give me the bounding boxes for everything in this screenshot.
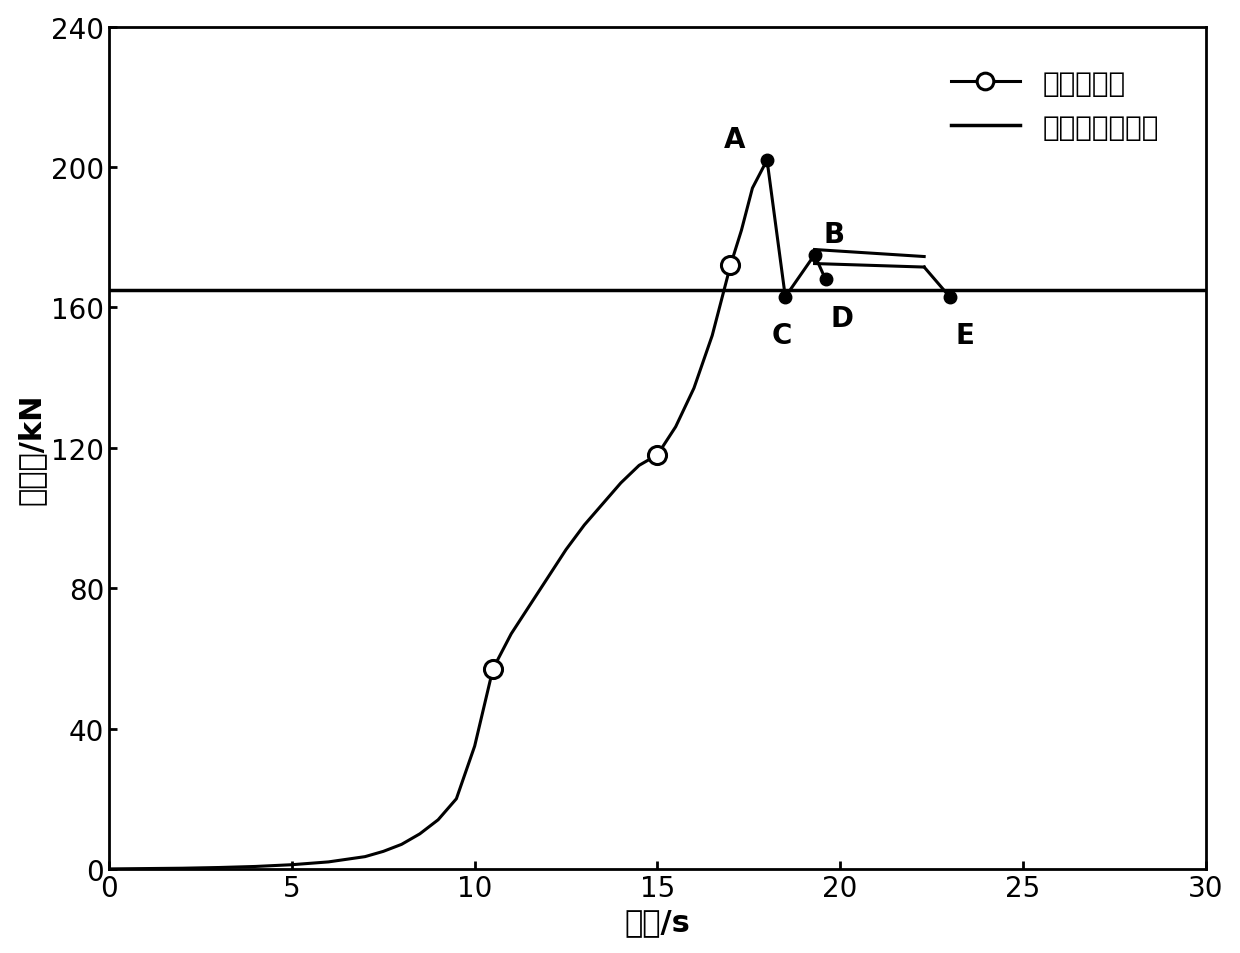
Text: E: E [955,322,975,350]
Text: D: D [831,305,854,333]
Text: C: C [771,322,792,350]
X-axis label: 时间/s: 时间/s [625,907,691,937]
Y-axis label: 张拉力/kN: 张拉力/kN [16,393,46,504]
Text: A: A [723,126,745,153]
Text: B: B [823,220,844,249]
Legend: 锁外张拉力, 锁下有效预应力: 锁外张拉力, 锁下有效预应力 [940,58,1169,153]
